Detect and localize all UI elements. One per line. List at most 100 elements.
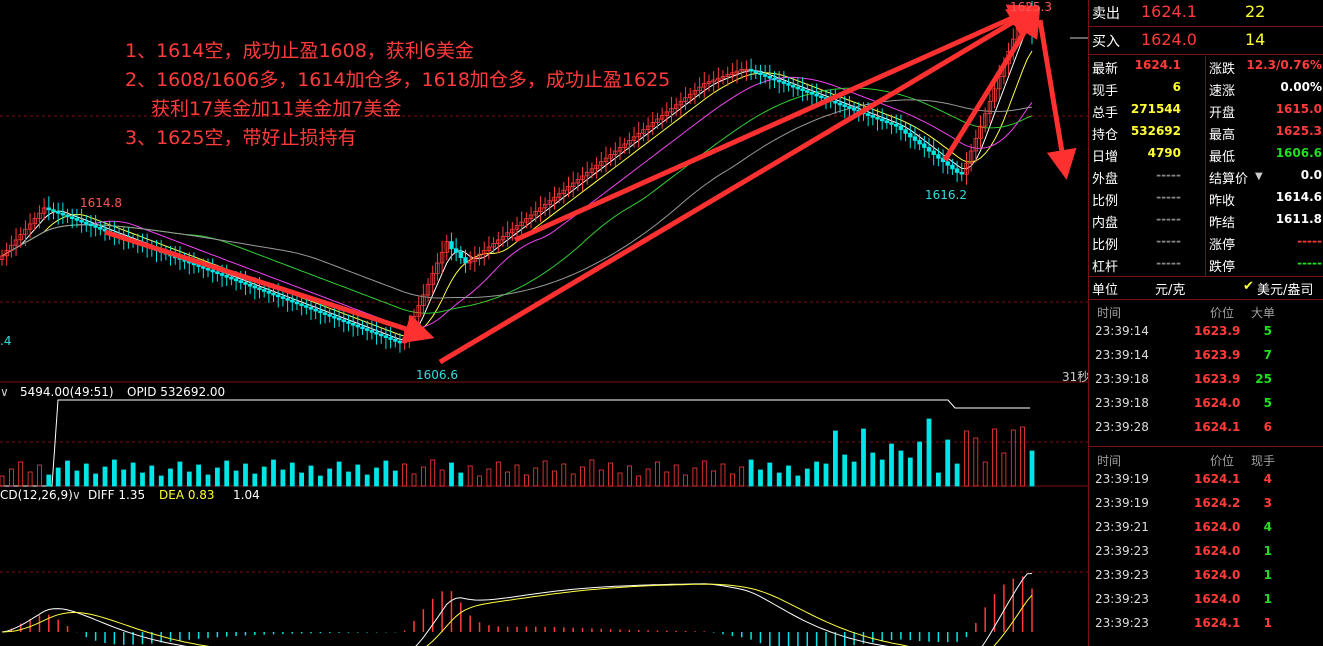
divider [1205,100,1206,122]
candle-body [631,136,637,141]
candle-body [252,285,257,289]
candle-body [463,257,468,264]
candle-body [332,315,337,319]
candle-body [968,150,974,164]
table-row[interactable]: 23:39:28 1624.1 6 [1089,416,1323,440]
buy-row[interactable]: 买入 1624.0 14 [1089,30,1323,54]
volume-bar [130,462,136,487]
candle-body [46,207,51,211]
table-row[interactable]: 23:39:23 1624.0 1 [1089,588,1323,612]
candle-body [500,235,506,241]
unit-row[interactable]: 单位 元/克 ✔ 美元/盎司 [1089,279,1323,301]
candle-body [674,104,679,109]
volume-bar [458,472,464,487]
volume-bar [664,471,670,487]
candle-body [842,104,847,108]
candle-body [992,88,997,102]
macd-dea: DEA 0.83 [159,488,215,502]
quote-value: 1611.8 [1275,212,1322,226]
volume-bar [973,437,979,487]
volume-bar [467,465,473,487]
candle-body [528,214,534,219]
trade-price: 1623.9 [1194,324,1241,338]
sell-label: 卖出 [1092,6,1120,22]
candle-body [23,228,28,235]
divider [1205,166,1206,188]
volume-bar [524,474,529,487]
volume-bar [683,474,688,487]
candle-body [655,118,660,123]
candle-body [636,132,641,138]
candle-body [903,129,908,134]
volume-bar [861,428,866,487]
table-row[interactable]: 23:39:18 1624.0 5 [1089,392,1323,416]
candle-body [538,207,543,212]
volume-bar [449,462,454,487]
trend-arrow [942,6,1041,162]
candle-body [865,113,871,116]
candle-body [60,212,66,216]
volume-bar [1001,452,1007,487]
volume-header: 5494.00(49:51) [20,385,114,399]
candle-body [378,333,384,337]
macd-toggle-icon[interactable]: ∨ [72,488,81,502]
volume-bar [701,460,707,487]
volume-bar [748,459,754,487]
candle-body [683,97,688,102]
candle-body [664,111,669,116]
candle-body [645,125,651,131]
volume-bar [121,469,127,487]
trade-time: 23:39:23 [1095,616,1149,630]
unit-alt[interactable]: 美元/盎司 [1257,283,1314,298]
candle-body [247,283,253,287]
macd-value: 1.04 [233,488,260,502]
candle-body [519,221,524,227]
candle-body [421,294,426,306]
candle-body [617,147,623,152]
quote-row: 持仓 532692 最高 1625.3 [1089,122,1323,144]
candle-body [716,77,721,81]
chevron-down-icon[interactable]: ▼ [1255,171,1263,182]
volume-bar [214,467,220,487]
volume-bar [149,465,155,487]
table-row[interactable]: 23:39:23 1624.1 1 [1089,612,1323,636]
table-row[interactable]: 23:39:19 1624.2 3 [1089,492,1323,516]
candle-body [627,139,632,145]
trade-qty: 3 [1263,496,1272,510]
candle-body [613,150,618,155]
table-row[interactable]: 23:39:21 1624.0 4 [1089,516,1323,540]
candle-body [580,175,585,180]
candle-body [898,125,904,131]
volume-toggle-icon[interactable]: ∨ [0,385,9,399]
divider [1089,54,1323,55]
divider [1089,26,1323,27]
candle-body [659,115,665,120]
candle-body [725,74,730,77]
buy-label: 买入 [1092,34,1120,50]
table-row[interactable]: 23:39:14 1623.9 5 [1089,320,1323,344]
trade-time: 23:39:23 [1095,568,1149,582]
price-chart [0,0,1088,646]
candle-body [819,95,824,99]
buy-price: 1624.0 [1141,30,1197,49]
candle-body [229,276,234,280]
candle-body [795,86,801,90]
candle-body [51,209,56,212]
table-row[interactable]: 23:39:23 1624.0 1 [1089,564,1323,588]
table-row[interactable]: 23:39:18 1623.9 25 [1089,368,1323,392]
trade-price: 1624.0 [1194,520,1241,534]
table-row[interactable]: 23:39:14 1623.9 7 [1089,344,1323,368]
sell-row[interactable]: 卖出 1624.1 22 [1089,2,1323,26]
header-time: 时间 [1097,306,1122,320]
candle-body [894,124,899,127]
table-row[interactable]: 23:39:23 1624.0 1 [1089,540,1323,564]
volume-bar [411,473,417,487]
volume-bar [636,475,642,487]
trade-time: 23:39:23 [1095,592,1149,606]
candle-body [9,244,14,251]
candle-body [608,154,613,159]
table-row[interactable]: 23:39:19 1624.1 4 [1089,468,1323,492]
candle-body [641,129,646,134]
annotation-line-2: 2、1608/1606多，1614加仓多，1618加仓多，成功止盈1625 [125,69,671,91]
quote-value: ----- [1156,190,1181,204]
